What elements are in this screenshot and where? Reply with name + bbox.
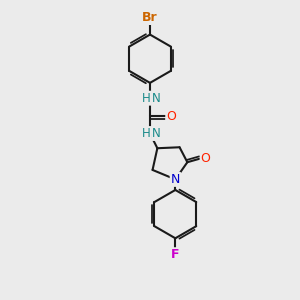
Text: Br: Br xyxy=(142,11,158,24)
Text: N: N xyxy=(152,92,161,105)
Text: O: O xyxy=(166,110,176,123)
Text: N: N xyxy=(171,173,180,186)
Text: O: O xyxy=(201,152,211,165)
Text: N: N xyxy=(152,127,161,140)
Text: H: H xyxy=(142,92,151,105)
Text: H: H xyxy=(142,127,151,140)
Text: F: F xyxy=(171,248,180,261)
